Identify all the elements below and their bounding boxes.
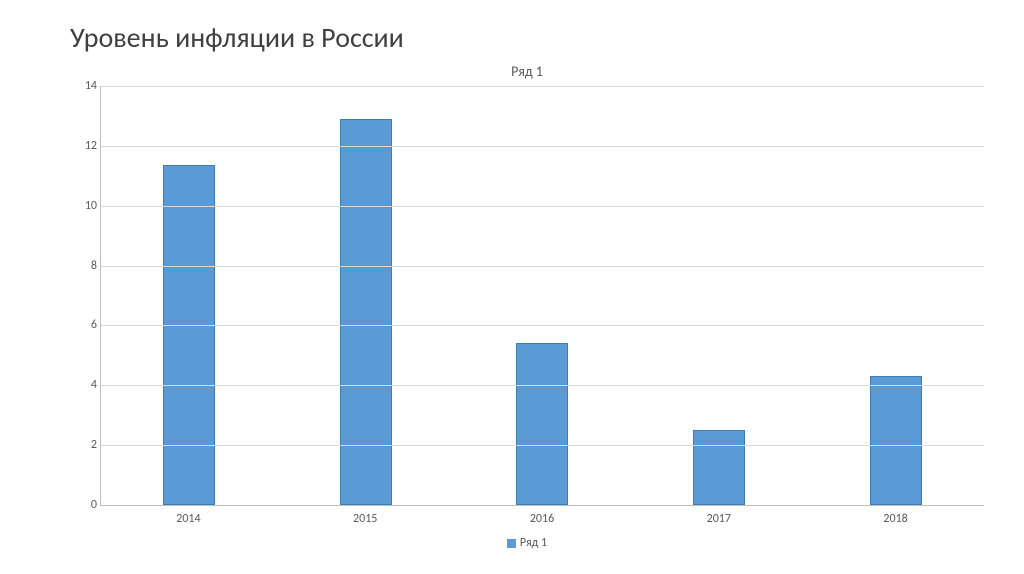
gridline	[101, 385, 984, 386]
y-tick-label: 4	[73, 378, 97, 392]
x-axis-labels: 20142015201620172018	[100, 506, 984, 526]
x-tick-label: 2014	[100, 506, 277, 526]
bar	[163, 165, 215, 505]
bar-slot	[278, 86, 455, 505]
legend-swatch	[507, 539, 516, 548]
gridline	[101, 266, 984, 267]
bar-slot	[101, 86, 278, 505]
bar	[693, 430, 745, 505]
x-tick-label: 2018	[807, 506, 984, 526]
y-tick-label: 14	[73, 79, 97, 93]
gridline	[101, 206, 984, 207]
y-tick-label: 8	[73, 259, 97, 273]
page-title: Уровень инфляции в России	[70, 20, 984, 55]
bar-slot	[631, 86, 808, 505]
legend: Ряд 1	[70, 536, 984, 550]
y-tick-label: 10	[73, 199, 97, 213]
bar	[516, 343, 568, 505]
bar-slot	[454, 86, 631, 505]
y-tick-label: 6	[73, 318, 97, 332]
y-tick-label: 12	[73, 139, 97, 153]
x-tick-label: 2015	[277, 506, 454, 526]
bar-slot	[807, 86, 984, 505]
slide: Уровень инфляции в России Ряд 1 02468101…	[0, 0, 1024, 574]
gridline	[101, 86, 984, 87]
y-tick-label: 2	[73, 438, 97, 452]
gridline	[101, 445, 984, 446]
legend-label: Ряд 1	[520, 536, 547, 550]
x-tick-label: 2016	[454, 506, 631, 526]
gridline	[101, 146, 984, 147]
bars-container	[101, 86, 984, 505]
plot-area: 02468101214	[100, 86, 984, 506]
bar	[870, 376, 922, 505]
chart-series-title: Ряд 1	[70, 63, 984, 80]
chart: 02468101214 20142015201620172018 Ряд 1	[70, 86, 984, 550]
x-tick-label: 2017	[630, 506, 807, 526]
gridline	[101, 325, 984, 326]
bar	[340, 119, 392, 505]
y-tick-label: 0	[73, 498, 97, 512]
